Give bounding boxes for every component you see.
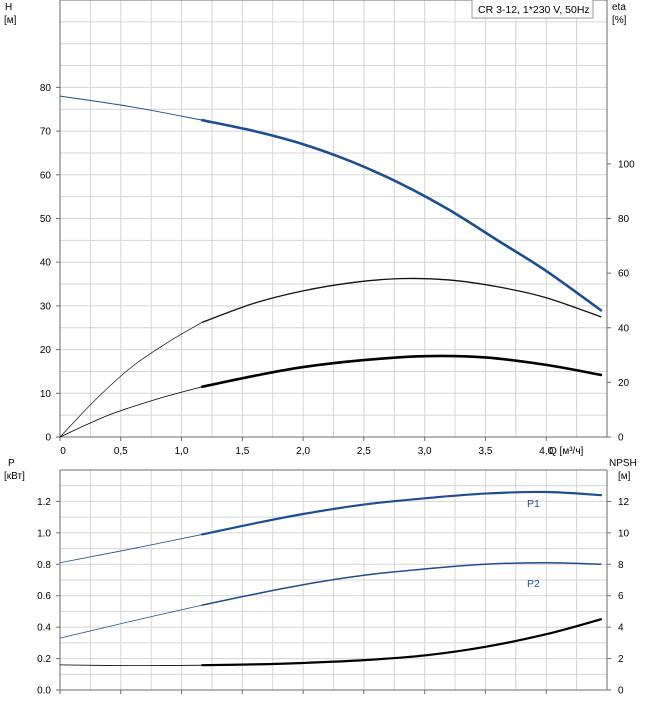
bottom-right-tick-label: 0	[618, 686, 624, 697]
top-left-tick-label: 10	[40, 389, 52, 400]
top-left-axis-unit: [м]	[4, 15, 17, 26]
top-right-tick-label: 80	[618, 214, 630, 225]
x-tick-label: 0	[60, 446, 66, 457]
bottom-right-tick-label: 10	[618, 528, 630, 539]
bottom-left-tick-label: 0.4	[37, 623, 51, 634]
x-tick-label: 1,0	[175, 446, 189, 457]
series-1-0-extrapolated-line	[59, 534, 203, 564]
series-1-1-extrapolated-line	[59, 604, 203, 639]
bottom-left-tick-label: 0.8	[37, 560, 51, 571]
top-left-axis-title: H	[5, 2, 12, 13]
series-labels: P1 P2	[527, 498, 540, 590]
bottom-right-axis-title: NPSH	[609, 458, 637, 469]
series-0-2-extrapolated-line	[59, 386, 203, 438]
x-tick-label: 3,5	[478, 446, 492, 457]
series-1-2-operating-line	[201, 618, 603, 667]
top-right-axis-title: eta	[612, 2, 626, 13]
series-0-2-operating-line	[200, 354, 603, 389]
axis-labels: H [м] eta [%] Q [м³/ч] P [кВт] NPSH [м]	[4, 2, 637, 482]
top-right-axis-unit: [%]	[612, 15, 627, 26]
bottom-right-tick-label: 12	[618, 497, 630, 508]
head-efficiency-curves	[59, 95, 603, 438]
series-0-0-extrapolated-line	[59, 95, 203, 121]
top-left-tick-label: 30	[40, 301, 52, 312]
x-tick-label: 2,5	[357, 446, 371, 457]
series-1-1-operating-line	[201, 561, 602, 606]
bottom-left-tick-label: 0.2	[37, 654, 51, 665]
bottom-right-tick-label: 6	[618, 591, 624, 602]
bottom-left-axis-title: P	[8, 458, 15, 469]
x-tick-label: 4,0	[539, 446, 553, 457]
head-efficiency-grid: 0 10 20 30 40 50 60 70 80 0 20 40 60 80 100 0 0,5 1,0 1,5 2…	[40, 0, 635, 457]
bottom-left-tick-label: 1.0	[37, 528, 51, 539]
bottom-left-tick-label: 0.6	[37, 591, 51, 602]
series-0-0-operating-line	[200, 118, 603, 312]
x-tick-label: 2,0	[296, 446, 310, 457]
top-left-tick-label: 50	[40, 214, 52, 225]
top-x-axis-label: Q [м³/ч]	[549, 446, 584, 457]
top-right-tick-label: 40	[618, 323, 630, 334]
bottom-left-tick-label: 1.2	[37, 497, 51, 508]
power-npsh-curves	[59, 490, 603, 667]
top-left-tick-label: 40	[40, 258, 52, 269]
chart-title: CR 3-12, 1*230 V, 50Hz	[478, 4, 590, 16]
top-left-tick-label: 60	[40, 170, 52, 181]
bottom-right-axis-unit: [м]	[618, 471, 631, 482]
bottom-right-tick-label: 2	[618, 654, 624, 665]
top-right-tick-label: 20	[618, 378, 630, 389]
x-tick-label: 1,5	[235, 446, 249, 457]
bottom-left-axis-unit: [кВт]	[4, 471, 25, 482]
power-npsh-grid: 0.0 0.2 0.4 0.6 0.8 1.0 1.2 0 2 4 6 8 10 12	[37, 469, 630, 697]
bottom-right-tick-label: 4	[618, 623, 624, 634]
top-left-tick-label: 80	[40, 83, 52, 94]
top-left-tick-label: 70	[40, 127, 52, 138]
bottom-right-tick-label: 8	[618, 560, 624, 571]
top-right-tick-label: 60	[618, 269, 630, 280]
series-1-0-operating-line	[201, 490, 603, 536]
series-0-1-operating-line	[201, 277, 602, 323]
x-tick-label: 3,0	[418, 446, 432, 457]
chart-title-box: CR 3-12, 1*230 V, 50Hz	[471, 0, 594, 19]
bottom-left-tick-label: 0.0	[37, 686, 51, 697]
top-right-tick-label: 0	[618, 433, 624, 444]
top-left-tick-label: 20	[40, 345, 52, 356]
series-label-p1: P1	[527, 498, 540, 510]
series-0-1-extrapolated-line	[59, 321, 203, 438]
x-tick-label: 0,5	[114, 446, 128, 457]
chart-title-frame	[471, 0, 594, 19]
series-label-p2: P2	[527, 578, 540, 590]
top-right-tick-label: 100	[618, 159, 635, 170]
series-1-2-extrapolated-line	[59, 664, 203, 667]
top-left-tick-label: 0	[45, 433, 51, 444]
